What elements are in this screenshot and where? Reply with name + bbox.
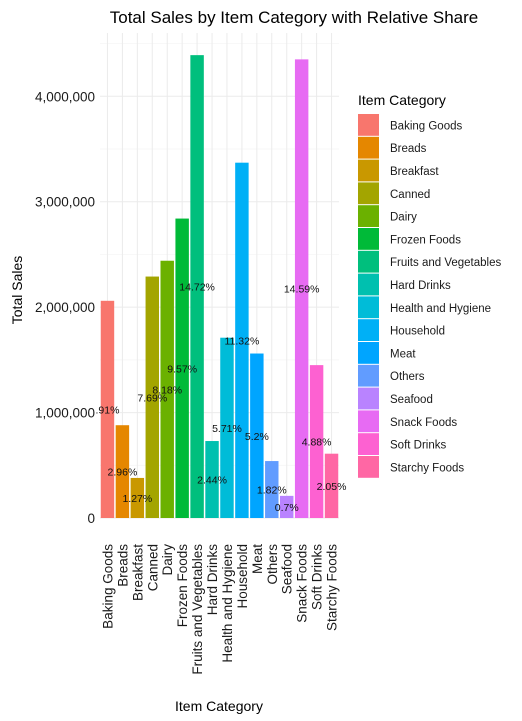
y-axis-title: Total Sales xyxy=(9,256,25,324)
legend-title: Item Category xyxy=(358,92,446,108)
legend: Item Category Baking Goods Breads Breakfas… xyxy=(358,92,501,478)
bar xyxy=(175,218,189,518)
bar xyxy=(100,300,115,518)
data-labels-group: .91% 2.96% 1.27% 7.69%8.18% 9.57% 14.72% 2.44%… xyxy=(96,282,347,514)
legend-label: Others xyxy=(390,371,425,383)
legend-key xyxy=(358,296,379,319)
legend-label: Starchy Foods xyxy=(390,462,464,474)
y-tick-label: 2,000,000 xyxy=(35,300,95,315)
data-label: 2.96% xyxy=(108,467,138,479)
legend-label: Breads xyxy=(390,143,427,155)
chart-title: Total Sales by Item Category with Relati… xyxy=(110,8,479,27)
x-tick-label: Others xyxy=(265,544,280,585)
legend-key xyxy=(358,205,379,227)
data-label: 2.05% xyxy=(317,481,347,493)
bar xyxy=(309,365,324,518)
x-tick-label: Health and Hygiene xyxy=(220,544,235,663)
x-axis-ticks: Baking Goods Breads Breakfast Canned Dairy Fr… xyxy=(100,544,339,675)
data-label: 9.57% xyxy=(167,363,197,375)
legend-label: Health and Hygiene xyxy=(390,303,491,315)
legend-key xyxy=(358,319,379,341)
data-label: 1.27% xyxy=(122,493,152,505)
bar xyxy=(160,260,174,518)
x-tick-label: Meat xyxy=(250,544,265,574)
legend-key xyxy=(358,364,379,387)
bar xyxy=(265,461,279,518)
x-tick-label: Hard Drinks xyxy=(205,544,220,616)
bar xyxy=(220,337,234,518)
legend-key xyxy=(358,456,379,478)
legend-key xyxy=(358,114,379,136)
x-tick-label: Household xyxy=(235,544,250,609)
bar xyxy=(235,162,249,518)
bar xyxy=(250,353,264,518)
data-label: 0.7% xyxy=(275,502,299,514)
legend-key xyxy=(358,410,379,433)
legend-label: Hard Drinks xyxy=(390,280,451,292)
bar xyxy=(279,495,294,518)
bar xyxy=(190,55,204,519)
legend-key xyxy=(358,342,379,364)
legend-key xyxy=(358,273,379,296)
data-label: 5.2% xyxy=(245,431,269,443)
bar xyxy=(205,441,219,518)
x-tick-label: Frozen Foods xyxy=(175,544,190,628)
legend-key xyxy=(358,387,379,410)
data-label: 1.82% xyxy=(257,485,287,497)
bar xyxy=(145,276,160,518)
data-label: 11.32% xyxy=(224,335,259,347)
legend-label: Canned xyxy=(390,189,430,201)
legend-key xyxy=(358,433,379,455)
legend-label: Seafood xyxy=(390,394,433,406)
data-label: .91% xyxy=(96,404,120,416)
legend-label: Snack Foods xyxy=(390,417,457,429)
y-tick-label: 1,000,000 xyxy=(35,406,95,421)
data-label: 14.72% xyxy=(179,282,215,294)
legend-key xyxy=(358,250,379,273)
data-label: 4.88% xyxy=(302,437,332,449)
x-tick-label: Starchy Foods xyxy=(325,544,340,631)
legend-key xyxy=(358,228,379,250)
x-tick-label: Breads xyxy=(115,544,130,587)
data-label: 8.18% xyxy=(152,384,182,396)
legend-label: Fruits and Vegetables xyxy=(390,257,501,269)
x-tick-label: Breakfast xyxy=(130,544,145,601)
bar xyxy=(115,425,130,518)
y-tick-label: 0 xyxy=(87,511,95,526)
data-label: 14.59% xyxy=(284,284,320,296)
legend-label: Meat xyxy=(390,348,416,360)
data-label: 5.71% xyxy=(212,423,242,435)
legend-label: Breakfast xyxy=(390,166,439,178)
y-tick-label: 4,000,000 xyxy=(35,89,95,104)
x-axis-title: Item Category xyxy=(175,698,263,714)
bars-group xyxy=(100,55,339,519)
bar xyxy=(294,59,309,518)
x-tick-label: Dairy xyxy=(160,544,175,576)
x-tick-label: Seafood xyxy=(280,544,295,594)
x-tick-label: Soft Drinks xyxy=(310,544,325,610)
legend-key xyxy=(358,182,379,205)
data-label: 2.44% xyxy=(197,475,227,487)
y-axis-ticks: 0 1,000,000 2,000,000 3,000,000 4,000,000 xyxy=(35,89,95,526)
bar xyxy=(324,453,339,518)
bar xyxy=(130,477,145,518)
legend-key xyxy=(358,159,379,182)
data-label: 7.69% xyxy=(137,392,167,404)
legend-label: Frozen Foods xyxy=(390,234,461,246)
y-tick-label: 3,000,000 xyxy=(35,195,95,210)
x-tick-label: Baking Goods xyxy=(100,544,115,629)
x-tick-label: Canned xyxy=(145,544,160,591)
legend-label: Dairy xyxy=(390,212,417,224)
legend-key xyxy=(358,136,379,159)
legend-label: Soft Drinks xyxy=(390,440,446,452)
legend-label: Baking Goods xyxy=(390,120,462,132)
x-tick-label: Fruits and Vegetables xyxy=(190,544,205,675)
legend-label: Household xyxy=(390,326,445,338)
x-tick-label: Snack Foods xyxy=(295,544,310,623)
